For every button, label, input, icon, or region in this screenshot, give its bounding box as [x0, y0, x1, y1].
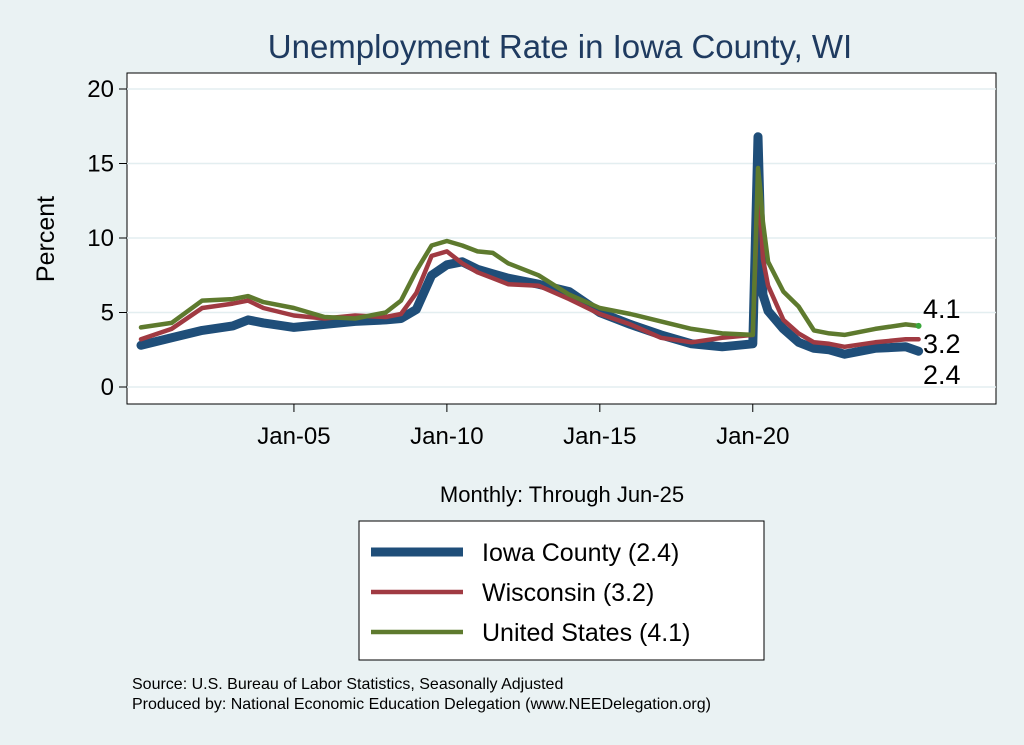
y-tick-label: 5 [101, 300, 114, 327]
legend-label: United States (4.1) [482, 619, 690, 647]
series-line-wisconsin [138, 182, 921, 350]
series-line-iowa-county [136, 132, 924, 359]
series-line-united-states [138, 165, 921, 338]
chart-title: Unemployment Rate in Iowa County, WI [268, 28, 852, 65]
end-label: 2.4 [923, 360, 961, 390]
end-labels: 4.1 3.22.4 [915, 294, 961, 390]
series-lines [136, 132, 924, 359]
y-axis-label: Percent [32, 196, 60, 282]
y-tick-label: 20 [87, 76, 114, 103]
x-tick-label: Jan-20 [716, 423, 789, 450]
x-axis-title: Monthly: Through Jun-25 [440, 482, 684, 507]
x-tick-label: Jan-15 [563, 423, 636, 450]
end-label: 3.2 [923, 329, 961, 359]
x-tick-label: Jan-10 [410, 423, 483, 450]
y-tick-label: 10 [87, 225, 114, 252]
y-tick-label: 15 [87, 151, 114, 178]
legend: Iowa County (2.4) Wisconsin (3.2) United S… [358, 520, 765, 661]
legend-label: Iowa County (2.4) [482, 539, 679, 567]
legend-label: Wisconsin (3.2) [482, 579, 654, 607]
y-axis: 0 5 10 15 20 [87, 76, 127, 401]
end-label: 4.1 [923, 294, 961, 324]
y-tick-label: 0 [101, 374, 114, 401]
end-point-marker [915, 322, 922, 329]
gridlines [127, 88, 996, 388]
x-axis: Jan-05 Jan-10 Jan-15 Jan-20 [257, 404, 789, 450]
source-note: Source: U.S. Bureau of Labor Statistics,… [132, 676, 563, 693]
producer-note: Produced by: National Economic Education… [132, 696, 711, 713]
x-tick-label: Jan-05 [257, 423, 330, 450]
